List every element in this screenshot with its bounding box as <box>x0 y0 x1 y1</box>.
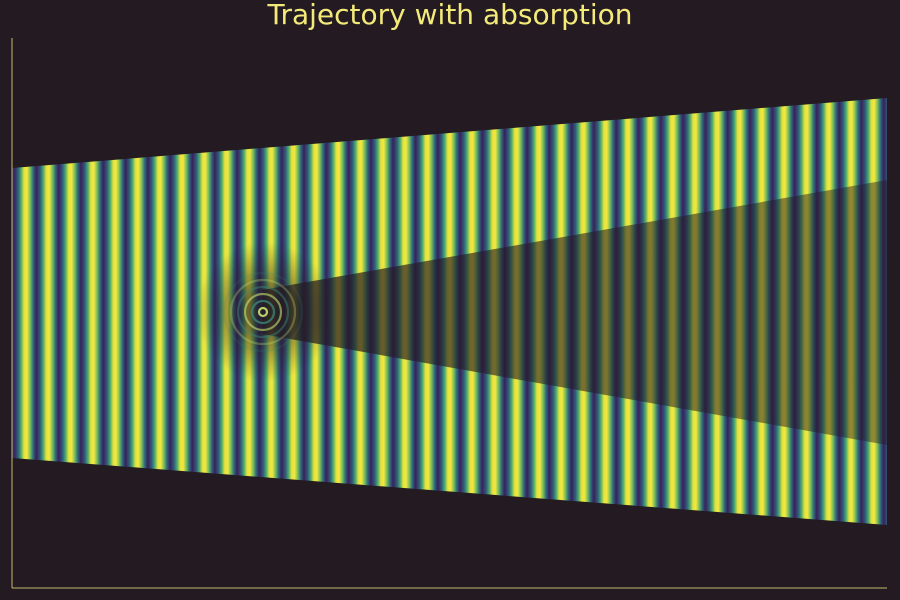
ring <box>236 285 290 339</box>
ring <box>222 271 304 353</box>
ring <box>243 292 283 332</box>
beam <box>12 98 887 525</box>
ring <box>229 278 297 346</box>
ring <box>250 299 276 325</box>
chart-title: Trajectory with absorption <box>266 0 632 31</box>
absorption-shadow <box>262 180 887 445</box>
scatterer-rings <box>222 271 304 353</box>
scatterer-halo <box>195 242 335 382</box>
ring <box>257 306 269 318</box>
